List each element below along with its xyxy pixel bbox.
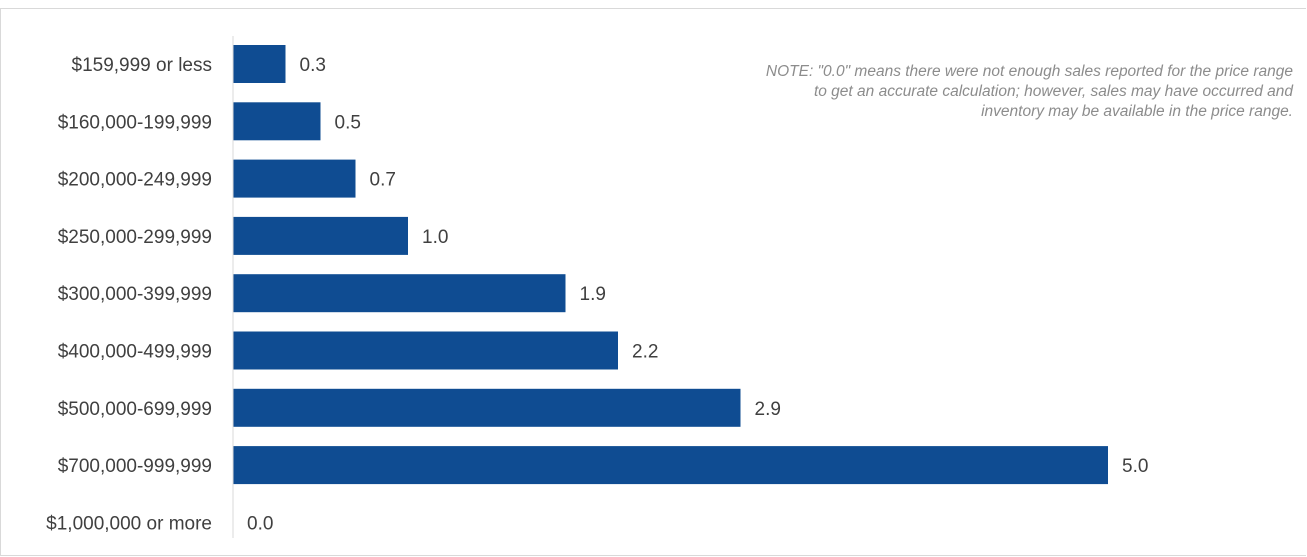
category-label: $700,000-999,999 bbox=[58, 456, 212, 477]
category-label: $400,000-499,999 bbox=[58, 342, 212, 363]
bar bbox=[233, 388, 741, 427]
chart-note: NOTE: "0.0" means there were not enough … bbox=[765, 63, 1293, 120]
category-label: $500,000-699,999 bbox=[58, 399, 212, 420]
data-label: 1.9 bbox=[580, 284, 606, 305]
data-label: 0.0 bbox=[247, 513, 273, 534]
value-labels-group: 0.3 0.5 0.7 1.0 1.9 2.2 2.9 5.0 0.0 bbox=[247, 55, 1148, 534]
data-label: 2.9 bbox=[755, 399, 781, 420]
category-label: $250,000-299,999 bbox=[58, 227, 212, 248]
bar bbox=[233, 446, 1108, 485]
category-label: $200,000-249,999 bbox=[58, 170, 212, 191]
bar bbox=[233, 331, 618, 370]
category-labels-group: $159,999 or less $160,000-199,999 $200,000… bbox=[46, 55, 212, 534]
bar bbox=[233, 102, 321, 141]
category-label: $159,999 or less bbox=[72, 55, 213, 76]
bars-group bbox=[233, 45, 1108, 485]
bar bbox=[233, 274, 566, 313]
bar bbox=[233, 159, 356, 198]
data-label: 2.2 bbox=[632, 342, 658, 363]
data-label: 5.0 bbox=[1122, 456, 1148, 477]
category-label: $300,000-399,999 bbox=[58, 284, 212, 305]
data-label: 1.0 bbox=[422, 227, 448, 248]
category-label: $1,000,000 or more bbox=[46, 513, 212, 534]
data-label: 0.7 bbox=[370, 170, 396, 191]
data-label: 0.5 bbox=[335, 112, 361, 133]
bar bbox=[233, 216, 408, 255]
bar bbox=[233, 45, 286, 83]
data-label: 0.3 bbox=[300, 55, 326, 76]
category-label: $160,000-199,999 bbox=[58, 112, 212, 133]
